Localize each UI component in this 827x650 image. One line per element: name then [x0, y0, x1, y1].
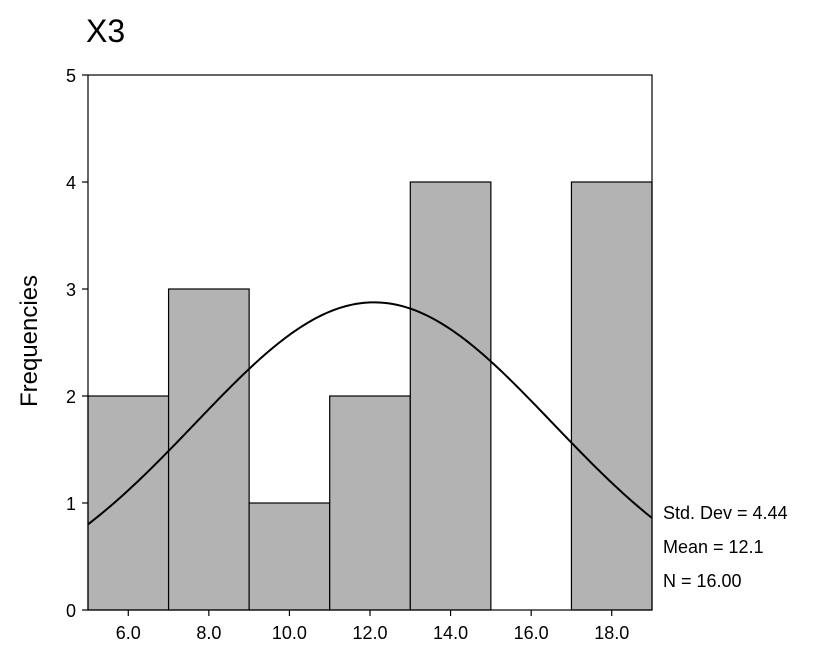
y-tick-label: 0: [66, 601, 76, 621]
histogram-bar: [248, 502, 331, 611]
x-tick-label: 12.0: [352, 623, 387, 643]
y-tick-label: 1: [66, 494, 76, 514]
x-tick-label: 16.0: [514, 623, 549, 643]
histogram-bar: [409, 181, 492, 611]
x-tick-label: 10.0: [272, 623, 307, 643]
x-tick-label: 8.0: [196, 623, 221, 643]
histogram-bar: [570, 181, 653, 611]
y-axis: 0 1 2 3 4 5: [66, 66, 88, 621]
bars-group: [87, 181, 653, 611]
x-tick-label: 6.0: [116, 623, 141, 643]
stat-std-dev: Std. Dev = 4.44: [663, 503, 788, 523]
chart-title: X3: [86, 13, 125, 49]
stat-mean: Mean = 12.1: [663, 537, 764, 557]
histogram-bar: [87, 395, 170, 611]
stats-box: Std. Dev = 4.44 Mean = 12.1 N = 16.00: [663, 503, 788, 591]
x-tick-label: 14.0: [433, 623, 468, 643]
y-tick-label: 4: [66, 173, 76, 193]
y-tick-label: 2: [66, 387, 76, 407]
y-tick-label: 5: [66, 66, 76, 86]
histogram-bar: [329, 395, 411, 611]
stat-n: N = 16.00: [663, 571, 742, 591]
histogram-bar: [167, 288, 250, 611]
normal-curve: [87, 301, 653, 526]
y-tick-label: 3: [66, 280, 76, 300]
y-axis-label: Frequencies: [16, 275, 43, 407]
x-axis: 6.0 8.0 10.0 12.0 14.0 16.0 18.0: [116, 610, 629, 643]
x-tick-label: 18.0: [594, 623, 629, 643]
